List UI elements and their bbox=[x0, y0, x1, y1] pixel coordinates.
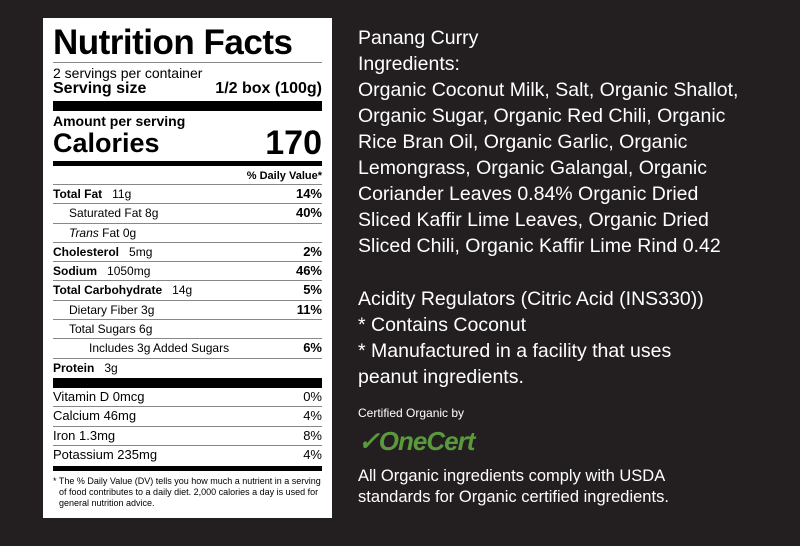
vitamin-row: Vitamin D 0mcg 0% bbox=[53, 388, 322, 408]
nutrient-row: Dietary Fiber 3g 11% bbox=[53, 301, 322, 321]
standards-line: All Organic ingredients comply with USDA bbox=[358, 467, 666, 485]
ingredient-line: Sliced Kaffir Lime Leaves, Organic Dried bbox=[358, 209, 709, 231]
usda-standards: All Organic ingredients comply with USDA… bbox=[358, 466, 669, 508]
vitamin-list: Vitamin D 0mcg 0% Calcium 46mg 4% Iron 1.3… bbox=[53, 388, 322, 466]
nutrient-list: Total Fat 11g 14% Saturated Fat 8g 40% Tra… bbox=[53, 185, 322, 378]
label-title: Nutrition Facts bbox=[53, 24, 322, 63]
ingredient-line: Organic Sugar, Organic Red Chili, Organi… bbox=[358, 105, 726, 127]
nutrient-row: Cholesterol 5mg 2% bbox=[53, 243, 322, 263]
divider bbox=[53, 377, 322, 388]
vitamin-row: Iron 1.3mg 8% bbox=[53, 427, 322, 447]
ingredient-line: Organic Coconut Milk, Salt, Organic Shal… bbox=[358, 79, 739, 101]
ingredient-line: Lemongrass, Organic Galangal, Organic bbox=[358, 157, 708, 179]
nutrient-row: Trans Fat 0g bbox=[53, 224, 322, 243]
note-line: * Manufactured in a facility that uses bbox=[358, 340, 672, 362]
serving-size-value: 1/2 box (100g) bbox=[215, 80, 322, 97]
serving-size: Serving size 1/2 box (100g) bbox=[53, 80, 322, 98]
ingredient-line: Rice Bran Oil, Organic Garlic, Organic bbox=[358, 131, 688, 153]
divider bbox=[53, 101, 322, 111]
product-name: Panang Curry bbox=[358, 27, 479, 49]
calories-row: Calories 170 bbox=[53, 124, 322, 162]
nutrient-row: Total Fat 11g 14% bbox=[53, 185, 322, 205]
nutrition-facts-label: Nutrition Facts 2 servings per container… bbox=[43, 18, 332, 518]
ingredient-line: Sliced Chili, Organic Kaffir Lime Rind 0… bbox=[358, 235, 721, 257]
nutrient-row: Includes 3g Added Sugars 6% bbox=[53, 339, 322, 359]
ingredient-line: Coriander Leaves 0.84% Organic Dried bbox=[358, 183, 699, 205]
check-icon: ✓ bbox=[358, 426, 380, 456]
footnote: * The % Daily Value (DV) tells you how m… bbox=[53, 475, 321, 508]
note-line: peanut ingredients. bbox=[358, 366, 524, 388]
nutrient-row: Sodium 1050mg 46% bbox=[53, 262, 322, 282]
divider bbox=[53, 161, 322, 166]
amount-per-serving: Amount per serving bbox=[53, 113, 186, 129]
note-line: * Contains Coconut bbox=[358, 314, 527, 336]
vitamin-row: Potassium 235mg 4% bbox=[53, 447, 322, 463]
servings-per-container: 2 servings per container bbox=[53, 65, 203, 81]
standards-line: standards for Organic certified ingredie… bbox=[358, 488, 669, 506]
ingredients-heading: Ingredients: bbox=[358, 53, 460, 75]
divider bbox=[53, 465, 322, 471]
vitamin-row: Calcium 46mg 4% bbox=[53, 407, 322, 427]
certified-by: Certified Organic by bbox=[358, 406, 465, 420]
serving-size-label: Serving size bbox=[53, 80, 147, 97]
nutrient-row: Saturated Fat 8g 40% bbox=[53, 204, 322, 224]
note-line: Acidity Regulators (Citric Acid (INS330)… bbox=[358, 288, 704, 310]
product-info: Panang Curry Ingredients: Organic Coconu… bbox=[358, 25, 788, 390]
calories-label: Calories bbox=[53, 128, 160, 158]
nutrient-row: Total Sugars 6g bbox=[53, 320, 322, 340]
calories-value: 170 bbox=[265, 124, 322, 162]
daily-value-header: % Daily Value* bbox=[53, 168, 322, 185]
nutrient-row: Protein 3g bbox=[53, 360, 118, 375]
nutrient-row: Total Carbohydrate 14g 5% bbox=[53, 281, 322, 301]
onecert-logo: ✓OneCert bbox=[358, 426, 475, 456]
